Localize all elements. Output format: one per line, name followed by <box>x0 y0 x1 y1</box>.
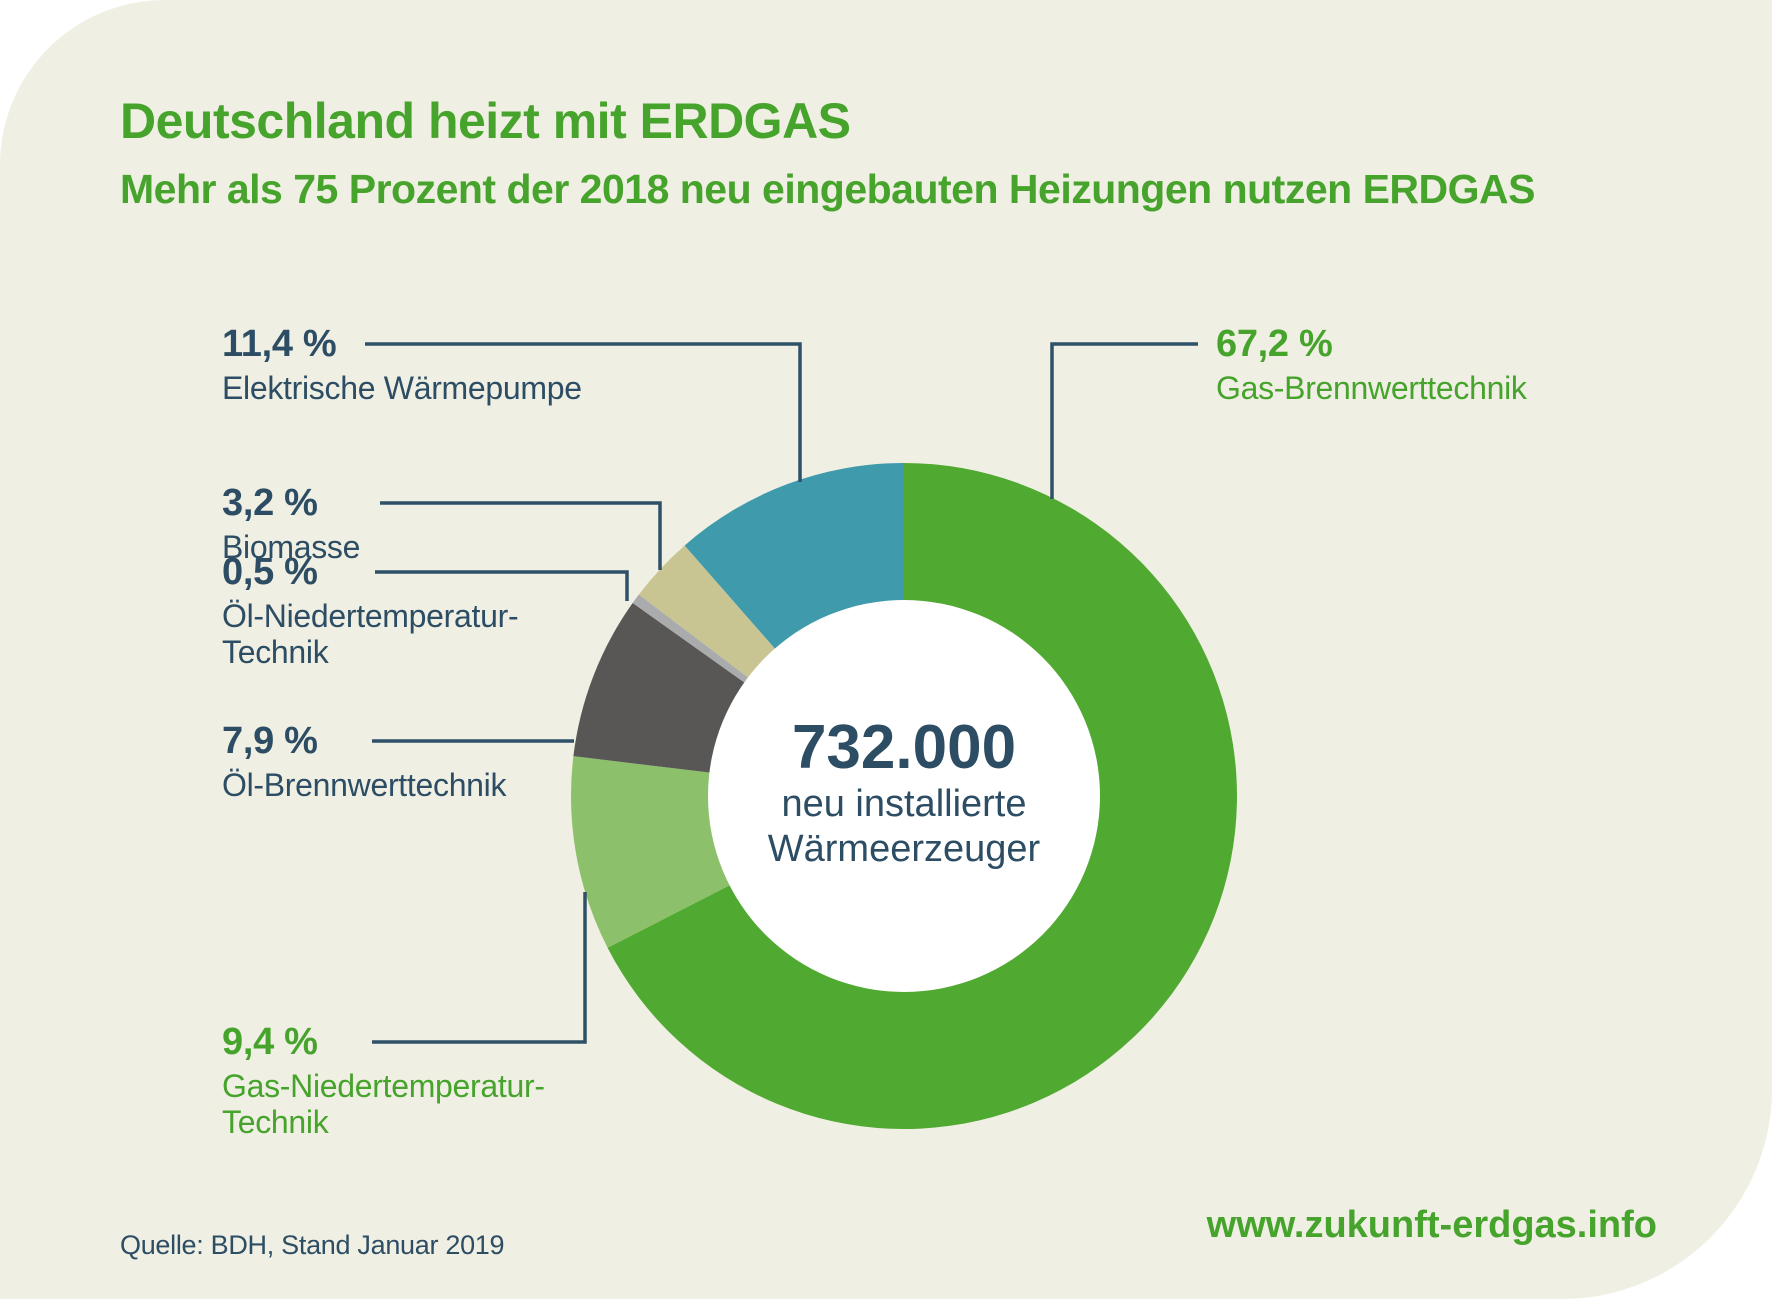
callout-value: 11,4 % <box>222 323 337 365</box>
callout-elektrische-waermepumpe: 11,4 % Elektrische Wärmepumpe <box>222 323 582 406</box>
donut-hole <box>708 600 1100 992</box>
callout-value: 9,4 % <box>222 1021 318 1063</box>
callout-label-line: Öl-Niedertemperatur- <box>222 598 519 634</box>
donut-segment-1 <box>607 463 1237 1130</box>
donut-segment-6 <box>684 463 904 650</box>
callout-label-line: Technik <box>222 634 329 670</box>
donut-segment-4 <box>632 594 749 683</box>
donut-segment-2 <box>571 756 731 948</box>
callout-value: 7,9 % <box>222 720 318 762</box>
center-label-line: neu installierte <box>781 783 1027 825</box>
donut-center-label: 732.000 neu installierte Wärmeerzeuger <box>654 714 1154 872</box>
callout-label: Öl-Niedertemperatur- Technik <box>222 598 519 670</box>
leader-line-gas-niedertemperatur <box>372 892 587 1044</box>
donut-segments <box>571 463 1237 1130</box>
callout-label: Biomasse <box>222 529 361 565</box>
callout-label-line: Technik <box>222 1104 329 1140</box>
source-note: Quelle: BDH, Stand Januar 2019 <box>120 1230 505 1260</box>
center-label-line: Wärmeerzeuger <box>767 828 1041 870</box>
callout-gas-brennwerttechnik: 67,2 % Gas-Brennwerttechnik <box>1216 323 1527 406</box>
callout-label: Elektrische Wärmepumpe <box>222 370 582 406</box>
callout-value: 0,5 % <box>222 551 318 593</box>
leader-line-elektrische-waermepumpe <box>365 342 802 482</box>
callout-label-line: Gas-Niedertemperatur- <box>222 1068 545 1104</box>
callout-oel-brennwerttechnik: 7,9 % Öl-Brennwerttechnik <box>222 720 507 803</box>
website-url: www.zukunft-erdgas.info <box>1206 1204 1657 1246</box>
page-subtitle: Mehr als 75 Prozent der 2018 neu eingeba… <box>120 166 1535 212</box>
callout-label: Gas-Niedertemperatur- Technik <box>222 1068 545 1140</box>
callout-biomasse: 3,2 % Biomasse <box>222 482 360 565</box>
leader-line-oel-niedertemperatur <box>375 570 629 601</box>
leader-line-biomasse <box>380 501 662 570</box>
donut-segment-5 <box>638 545 776 679</box>
callout-gas-niedertemperatur: 9,4 % Gas-Niedertemperatur- Technik <box>222 1021 545 1140</box>
page-title: Deutschland heizt mit ERDGAS <box>120 93 851 149</box>
leader-line-gas-brennwerttechnik <box>1050 342 1198 499</box>
callout-value: 67,2 % <box>1216 323 1333 365</box>
center-value: 732.000 <box>791 713 1017 782</box>
callout-label: Gas-Brennwerttechnik <box>1216 370 1527 406</box>
callout-label: Öl-Brennwerttechnik <box>222 767 507 803</box>
donut-segment-3 <box>573 603 746 773</box>
callout-oel-niedertemperatur: 0,5 % Öl-Niedertemperatur- Technik <box>222 551 519 670</box>
callout-value: 3,2 % <box>222 482 318 524</box>
